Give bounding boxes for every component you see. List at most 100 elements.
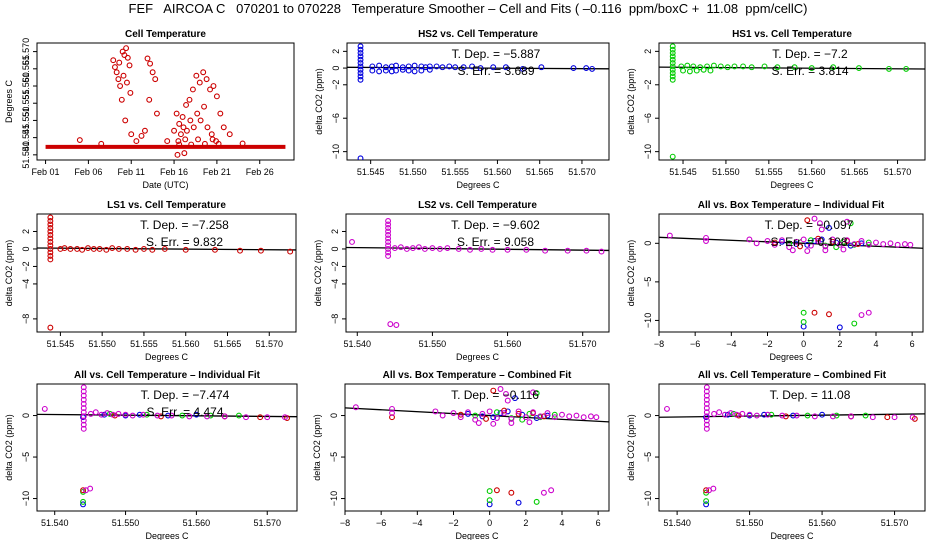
data-point-ls2: [537, 413, 544, 420]
data-point-hs1: [143, 411, 150, 418]
plot-frame: [658, 383, 926, 512]
annotation-serr: S. Err. = 0.108: [770, 235, 847, 249]
x-tick-label: 6: [910, 339, 915, 349]
data-point-hs1: [669, 73, 676, 80]
data-point-ls2: [352, 404, 359, 411]
data-point-ls2: [583, 247, 590, 254]
data-point-hs1: [486, 488, 493, 495]
data-point-ls1: [493, 487, 500, 494]
data-point-ls2: [80, 388, 87, 395]
data-point-ls2: [891, 414, 898, 421]
chart-title: Cell Temperature: [125, 29, 206, 40]
data-point-ls2: [711, 410, 718, 417]
data-point-ls2: [807, 242, 814, 249]
data-point-ls2: [703, 417, 710, 424]
data-point-ls2: [815, 238, 822, 244]
data-point-ls2: [475, 420, 482, 426]
y-tick-label: −2: [331, 80, 341, 90]
data-point-ls2: [869, 414, 876, 421]
data-point-ls2: [526, 419, 533, 426]
data-point-hs1: [669, 43, 676, 50]
x-tick-label: 51.560: [808, 518, 836, 528]
data-point-ls2: [455, 246, 462, 252]
data-point-hs1: [684, 62, 691, 69]
x-axis-label: Degrees C: [145, 531, 189, 540]
data-point-ls2: [502, 391, 509, 397]
data-point-hs2: [382, 64, 389, 71]
data-point-ls2: [472, 416, 479, 423]
data-point-cell: [195, 136, 202, 143]
data-point-ls2: [478, 246, 485, 252]
data-point-ls2: [530, 389, 537, 396]
x-tick-label: 51.545: [357, 167, 385, 177]
data-point-ls1: [771, 239, 778, 246]
data-point-ls2: [122, 411, 129, 418]
data-point-cell: [213, 93, 220, 100]
data-point-ls2: [489, 246, 496, 253]
annotation-tdep: T. Dep. = −7.258: [140, 218, 229, 232]
data-point-cell: [76, 137, 83, 143]
y-tick-label: −5: [643, 452, 653, 462]
data-point-ls2: [829, 236, 836, 243]
chart-panel-5: LS2 vs. Cell Temperature Degrees C delta C…: [313, 200, 610, 362]
data-point-ls2: [349, 239, 355, 245]
data-point-ls1: [47, 324, 54, 331]
x-tick-label: Feb 16: [160, 167, 188, 177]
data-point-ls2: [548, 487, 555, 494]
data-point-hs2: [836, 324, 843, 331]
data-point-cell: [187, 117, 194, 124]
x-axis-label: Degrees C: [456, 180, 500, 190]
x-tick-label: 51.565: [214, 339, 242, 349]
data-point-ls2: [467, 246, 473, 253]
x-tick-label: Feb 26: [246, 167, 274, 177]
data-point-ls1: [797, 243, 803, 250]
data-point-hs1: [851, 320, 858, 327]
data-point-hs1: [703, 498, 710, 504]
annotation-serr: S. Err. = 3.689: [457, 64, 534, 78]
data-point-hs1: [533, 390, 540, 397]
data-point-ls2: [816, 220, 823, 227]
data-point-ls2: [486, 408, 493, 415]
data-point-hs2: [490, 414, 497, 421]
data-point-ls2: [779, 237, 785, 244]
data-point-cell: [110, 57, 117, 64]
x-tick-label: 51.555: [130, 339, 158, 349]
data-point-cell: [209, 136, 216, 143]
data-point-cell: [98, 140, 105, 147]
data-point-ls2: [703, 384, 710, 391]
data-point-hs2: [433, 63, 440, 70]
data-point-hs2: [819, 411, 826, 418]
data-point-ls2: [703, 409, 710, 416]
data-point-hs2: [486, 501, 493, 508]
data-point-cell: [210, 83, 217, 89]
data-point-ls2: [587, 413, 594, 420]
y-tick-label: −10: [643, 491, 653, 506]
data-point-ls2: [129, 412, 136, 419]
data-point-hs1: [669, 46, 676, 53]
x-axis-label: Degrees C: [769, 352, 813, 362]
data-point-ls2: [800, 236, 807, 243]
data-point-ls2: [564, 247, 571, 254]
annotation-tdep: T. Dep. = 11.08: [770, 388, 851, 402]
data-point-ls1: [237, 247, 243, 254]
plot-marks: [659, 43, 925, 160]
data-point-ls2: [764, 238, 771, 244]
data-point-hs2: [515, 499, 522, 506]
data-point-ls2: [822, 247, 829, 254]
y-tick-label: 0: [21, 413, 31, 418]
data-point-hs2: [544, 412, 551, 419]
chart-title: All vs. Cell Temperature – Combined Fit: [698, 370, 887, 381]
data-point-cell: [196, 79, 203, 86]
annotation-tdep: T. Dep. = −5.887: [452, 47, 541, 61]
data-point-cell: [164, 138, 171, 145]
x-tick-label: 51.550: [399, 167, 427, 177]
data-point-ls2: [385, 249, 392, 256]
data-point-hs1: [680, 67, 686, 74]
data-point-cell: [113, 69, 120, 76]
plot-marks: [37, 384, 297, 508]
data-point-ls1: [47, 221, 54, 228]
plot-marks: [37, 214, 296, 331]
data-point-cell: [204, 124, 211, 131]
data-point-cell: [176, 120, 183, 127]
data-point-ls2: [703, 388, 710, 395]
